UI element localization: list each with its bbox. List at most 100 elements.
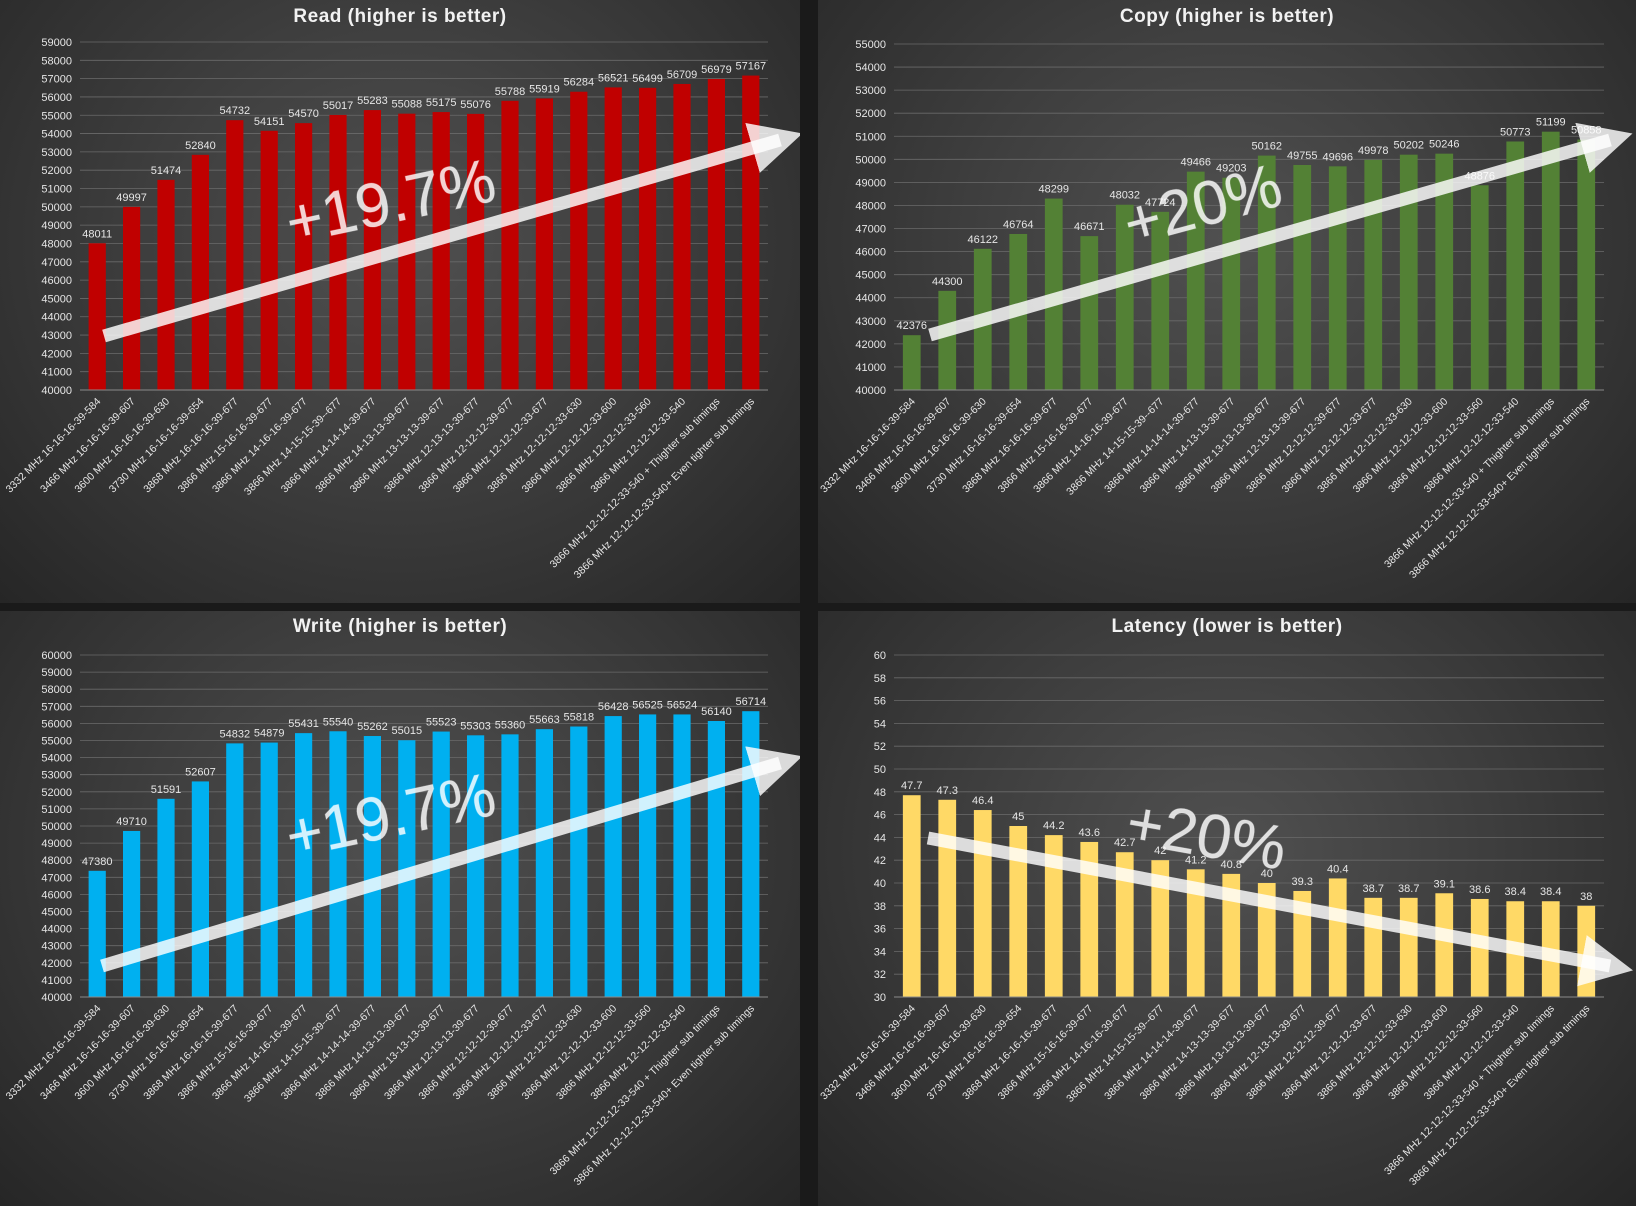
y-tick-label: 45000	[41, 293, 72, 305]
bar	[295, 733, 313, 997]
data-label: 56525	[632, 699, 663, 711]
chart-svg: Latency (lower is better) 30 32 34 36 38 40 42 4…	[818, 616, 1633, 1188]
y-tick-label: 58000	[41, 55, 72, 67]
y-tick-label: 48000	[855, 200, 886, 212]
data-label: 48032	[1109, 190, 1140, 202]
y-tick-label: 50000	[41, 202, 72, 214]
bar	[1151, 860, 1170, 997]
y-tick-label: 41000	[855, 362, 886, 374]
bar	[501, 100, 519, 390]
y-tick-label: 50000	[855, 154, 886, 166]
bar	[1115, 204, 1134, 390]
y-tick-label: 60000	[41, 650, 72, 662]
write-chart-panel: Write (higher is better) 40000 41000 42000 4…	[0, 611, 800, 1206]
data-label: 56521	[598, 72, 629, 84]
y-tick-label: 42000	[41, 348, 72, 360]
bar	[467, 113, 485, 390]
y-tick-label: 48000	[41, 238, 72, 250]
bar	[1115, 852, 1134, 997]
data-label: 42376	[896, 320, 927, 332]
bar	[604, 716, 622, 997]
data-label: 38.7	[1398, 883, 1419, 895]
y-tick-label: 45000	[41, 907, 72, 919]
y-tick-label: 55000	[41, 110, 72, 122]
y-tick-label: 53000	[41, 147, 72, 159]
data-label: 55262	[357, 721, 388, 733]
data-label: 47.3	[937, 785, 958, 797]
data-label: 55076	[460, 99, 491, 111]
bar	[1470, 185, 1489, 390]
data-label: 44300	[932, 276, 963, 288]
data-label: 55663	[529, 714, 560, 726]
y-tick-label: 44000	[41, 312, 72, 324]
y-tick-label: 44000	[855, 293, 886, 305]
data-label: 55818	[564, 712, 595, 724]
y-tick-label: 53000	[41, 770, 72, 782]
data-label: 42	[1154, 845, 1166, 857]
bar	[260, 742, 278, 997]
y-tick-label: 49000	[41, 838, 72, 850]
y-tick-label: 36	[874, 924, 886, 936]
data-label: 56499	[632, 73, 663, 85]
bar	[432, 112, 450, 390]
bar	[157, 179, 175, 390]
data-label: 46.4	[972, 795, 993, 807]
bar	[157, 798, 175, 997]
y-tick-label: 49000	[855, 177, 886, 189]
bar	[123, 206, 141, 390]
data-label: 47380	[82, 856, 113, 868]
y-tick-label: 42	[874, 855, 886, 867]
bar	[467, 735, 485, 997]
bar	[1186, 869, 1205, 997]
bar	[1577, 139, 1596, 390]
data-label: 55788	[495, 86, 526, 98]
data-label: 49203	[1216, 163, 1247, 175]
bar	[329, 114, 347, 391]
data-label: 40	[1261, 868, 1273, 880]
y-tick-label: 40000	[855, 385, 886, 397]
bar	[1541, 131, 1560, 391]
bar	[639, 714, 657, 997]
bar	[535, 98, 553, 391]
data-label: 46764	[1003, 219, 1034, 231]
y-tick-label: 38	[874, 901, 886, 913]
y-tick-label: 46000	[855, 247, 886, 259]
bar	[1080, 841, 1099, 997]
bar	[570, 726, 588, 997]
bar	[938, 799, 957, 997]
y-tick-label: 47000	[41, 872, 72, 884]
bar	[295, 123, 313, 390]
bar	[1293, 890, 1312, 997]
y-tick-label: 56000	[41, 718, 72, 730]
bar	[673, 714, 691, 997]
chart-title: Latency (lower is better)	[1111, 616, 1342, 637]
y-tick-label: 54	[874, 718, 886, 730]
y-tick-label: 51000	[41, 184, 72, 196]
chart-title: Read (higher is better)	[293, 6, 506, 27]
chart-svg: Copy (higher is better) 40000 41000 42000 43…	[818, 6, 1633, 581]
bar	[363, 736, 381, 997]
bar	[1328, 878, 1347, 997]
y-tick-label: 60	[874, 650, 886, 662]
y-tick-label: 55000	[41, 736, 72, 748]
y-tick-label: 48	[874, 787, 886, 799]
chart-title: Copy (higher is better)	[1120, 6, 1334, 27]
data-label: 50202	[1393, 140, 1424, 152]
data-label: 39.3	[1292, 876, 1313, 888]
bar	[1435, 893, 1454, 997]
bar	[1186, 171, 1205, 390]
x-tick-label: 3866 MHz 12-12-12-33-540 + Thighter sub …	[1382, 1003, 1557, 1178]
bar	[329, 731, 347, 997]
y-tick-label: 57000	[41, 701, 72, 713]
y-tick-label: 58000	[41, 684, 72, 696]
data-label: 55303	[460, 720, 491, 732]
bar	[742, 711, 760, 997]
y-tick-label: 44000	[41, 924, 72, 936]
data-label: 52840	[185, 140, 216, 152]
data-label: 38.7	[1363, 883, 1384, 895]
y-tick-label: 50000	[41, 821, 72, 833]
data-label: 42.7	[1114, 837, 1135, 849]
y-tick-label: 30	[874, 992, 886, 1004]
chart-svg: Write (higher is better) 40000 41000 42000 4…	[4, 616, 800, 1188]
